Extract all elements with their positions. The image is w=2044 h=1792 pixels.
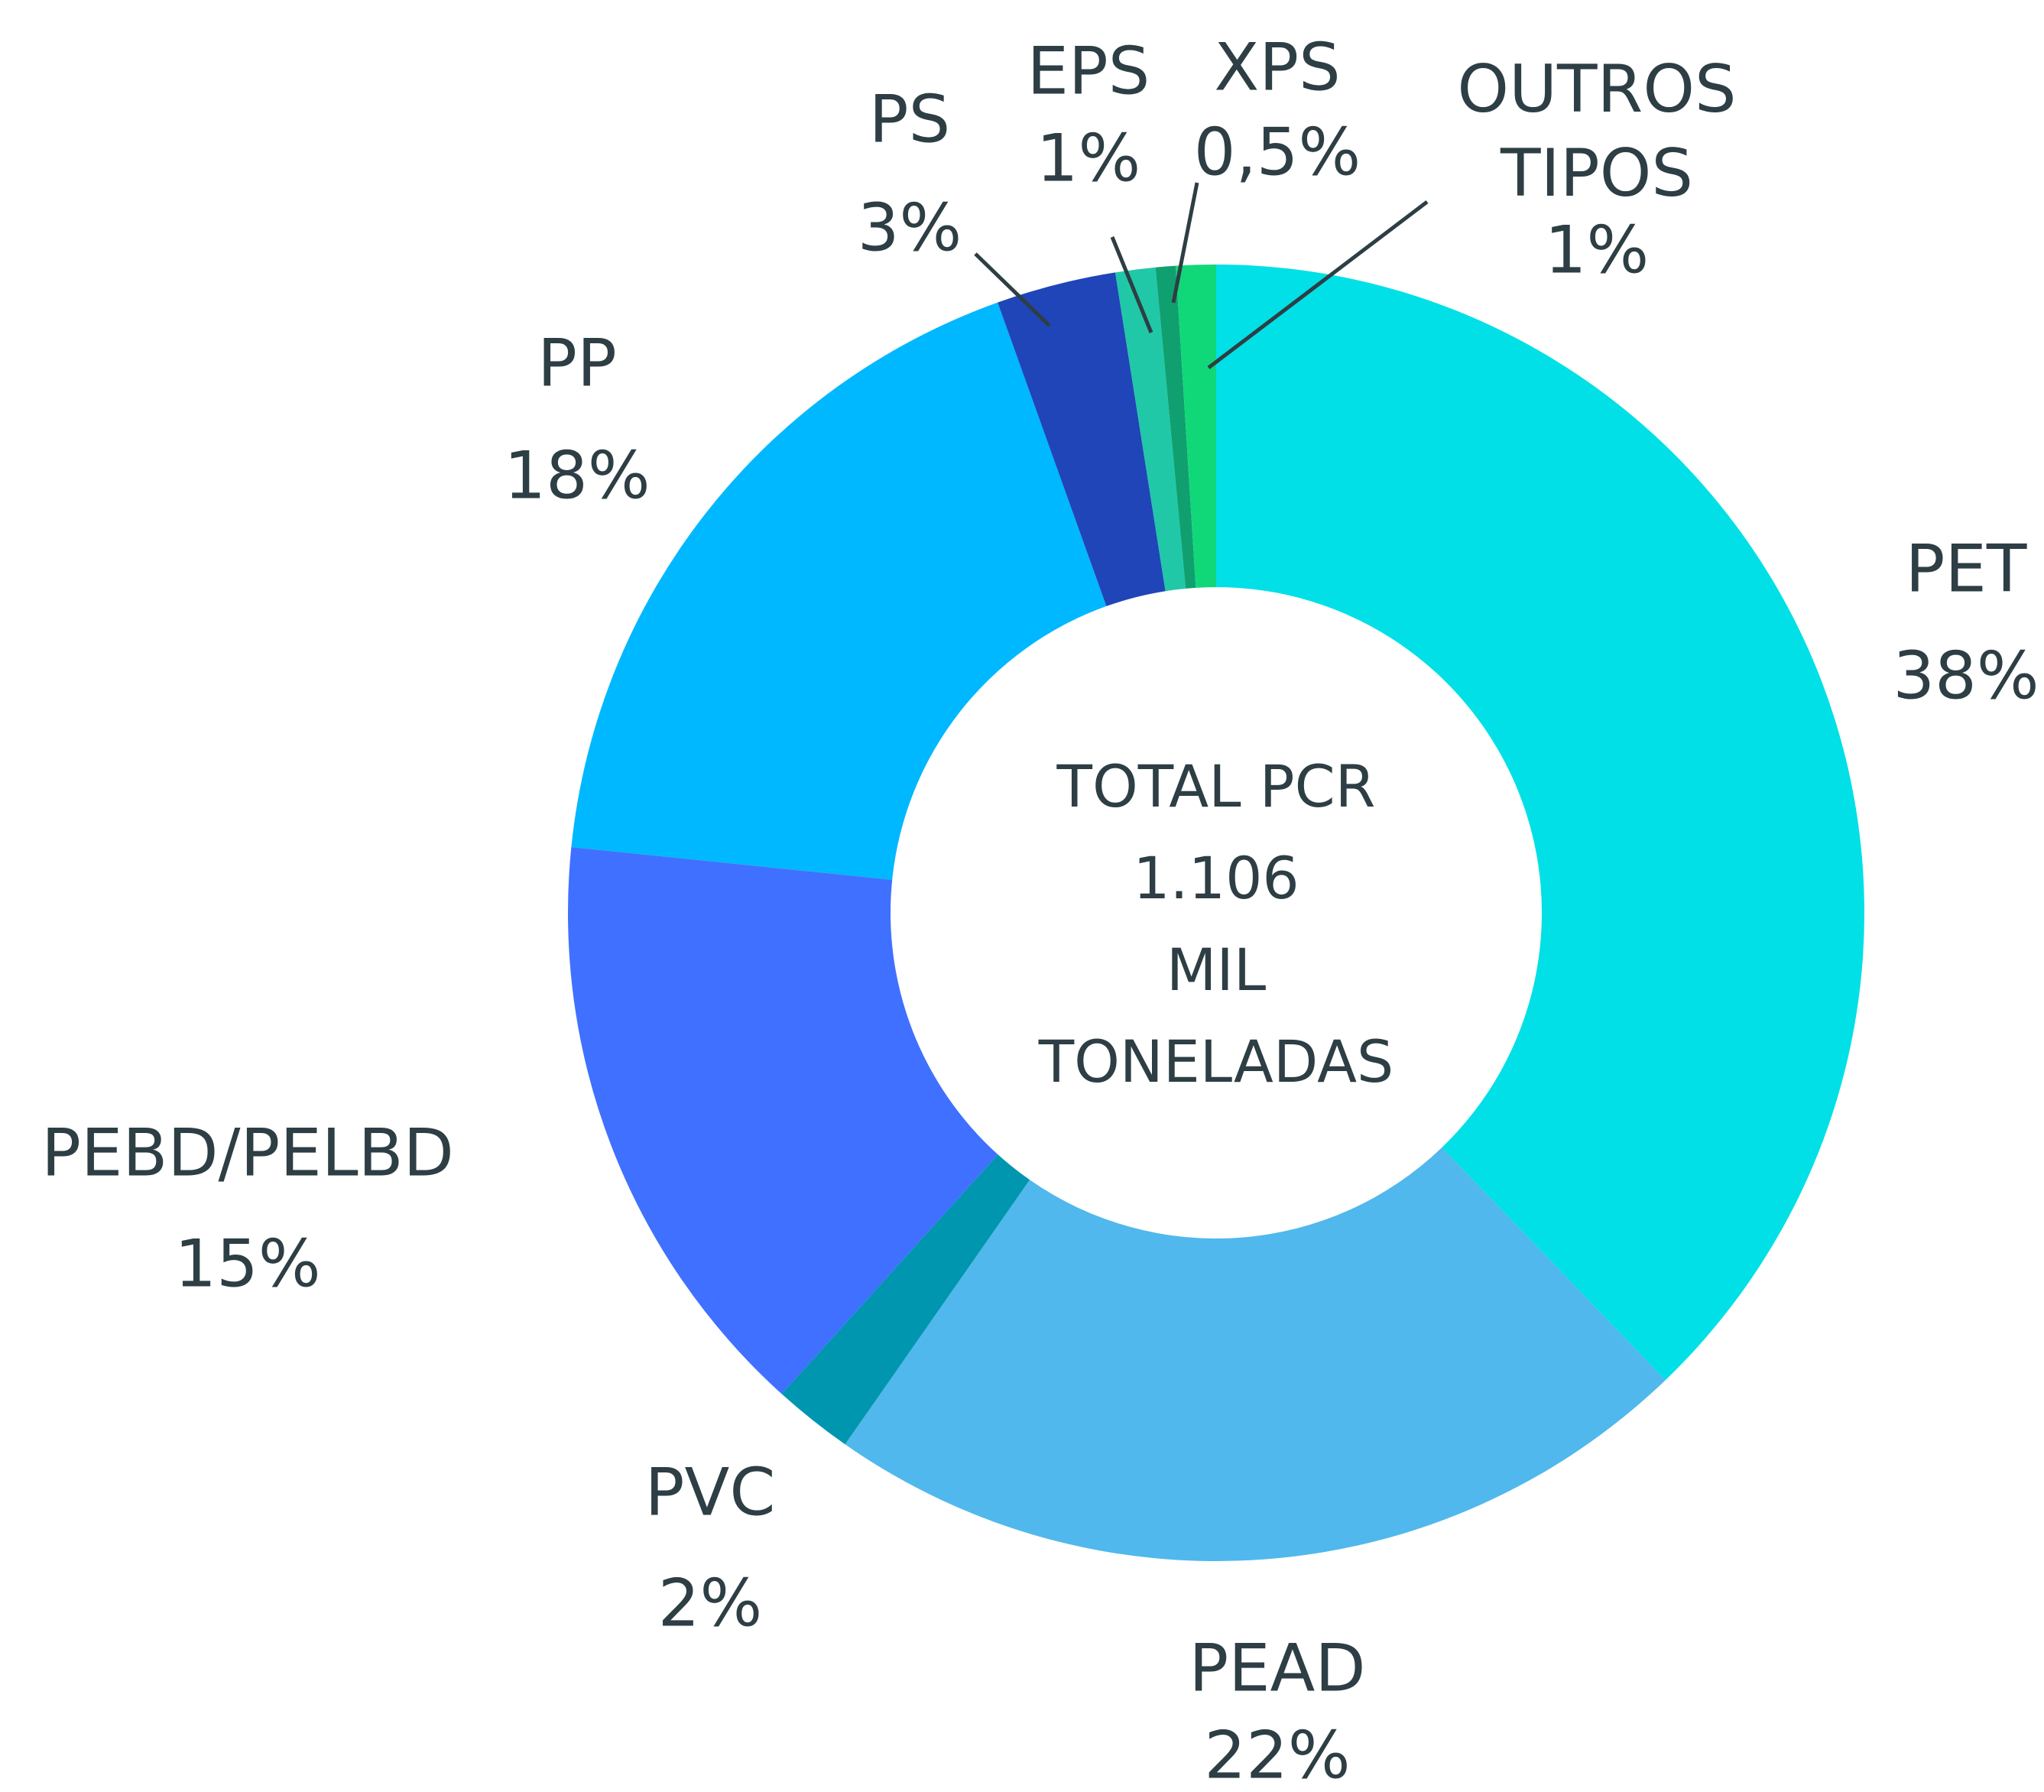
slices [568, 265, 1864, 1562]
slice [1216, 265, 1864, 1381]
center-text: TONELADAS [1038, 1027, 1394, 1096]
leader-lines [974, 182, 1429, 369]
labels: PET 38% PEAD 22% PVC 2% PEBD/PELBD 15% PP 18% PS 3%… [41, 29, 2039, 1792]
slice [845, 1148, 1666, 1562]
value-label: 15% [174, 1226, 320, 1302]
slice [571, 302, 1107, 880]
value-label: 1% [1545, 212, 1649, 288]
value-label: 22% [1204, 1717, 1350, 1789]
leader-line [974, 252, 1051, 327]
category-label: OUTROS TIPOS [1457, 51, 1736, 212]
center-text: 1.106 [1133, 844, 1299, 912]
center-text: MIL [1166, 936, 1266, 1004]
slice [1114, 267, 1186, 592]
slice [1176, 265, 1216, 588]
category-label: PEAD [1189, 1630, 1365, 1706]
category-label: XPS [1214, 29, 1340, 106]
slice [781, 1154, 1030, 1445]
slice [1155, 265, 1196, 589]
category-label: PEBD/PELBD [41, 1115, 454, 1191]
value-label: 1% [1037, 120, 1140, 196]
category-label: PS [869, 81, 950, 157]
value-label: 2% [658, 1565, 762, 1641]
value-label: 3% [858, 190, 962, 266]
category-label: EPS [1027, 33, 1150, 109]
category-label: PET [1906, 531, 2027, 607]
leader-line [1110, 236, 1153, 333]
category-label: PP [537, 325, 617, 401]
value-label: 38% [1893, 638, 2039, 714]
slice [998, 272, 1166, 606]
value-label: 18% [504, 437, 650, 514]
category-label: PVC [645, 1454, 776, 1531]
center-text: TOTAL PCR [1056, 752, 1376, 820]
leader-line [1171, 182, 1199, 304]
leader-line [1207, 200, 1429, 369]
value-label: 0,5% [1194, 114, 1361, 190]
slice [568, 846, 998, 1394]
